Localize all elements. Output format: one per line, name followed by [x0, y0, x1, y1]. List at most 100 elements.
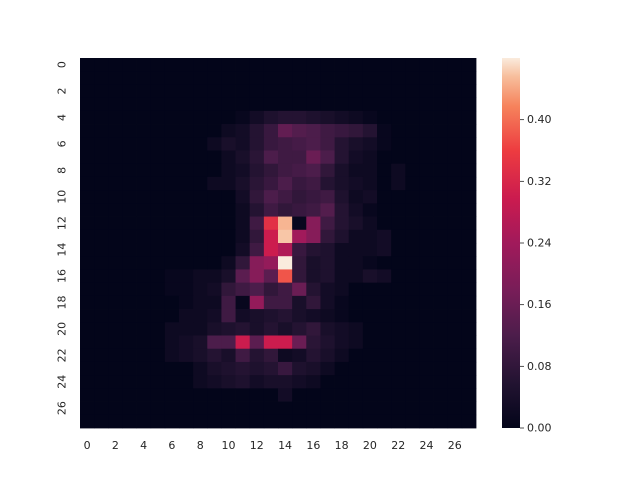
- heatmap-cell: [94, 375, 109, 389]
- heatmap-cell: [362, 110, 378, 125]
- heatmap-cell: [391, 71, 406, 85]
- heatmap-cell: [362, 335, 378, 350]
- heatmap-cell: [334, 124, 350, 138]
- heatmap-cell: [278, 414, 293, 429]
- y-tick-label: 0: [56, 61, 69, 68]
- heatmap-cell: [461, 137, 477, 151]
- heatmap-cell: [433, 84, 449, 99]
- heatmap-cell: [348, 58, 364, 72]
- heatmap-cell: [150, 309, 166, 323]
- heatmap-cell: [207, 269, 222, 284]
- heatmap-cell: [249, 348, 265, 363]
- heatmap-cell: [179, 243, 194, 257]
- heatmap-cell: [419, 176, 434, 191]
- heatmap-cell: [122, 216, 137, 231]
- heatmap-cell: [122, 282, 137, 297]
- heatmap-cell: [263, 282, 279, 297]
- heatmap-cell: [207, 163, 222, 178]
- heatmap-cell: [207, 335, 222, 350]
- heatmap-cell: [391, 309, 406, 323]
- heatmap-cell: [405, 401, 420, 416]
- heatmap-cell: [235, 58, 251, 72]
- heatmap-cell: [278, 150, 293, 165]
- heatmap-cell: [193, 124, 208, 138]
- heatmap-cell: [306, 163, 321, 178]
- heatmap-cell: [362, 58, 378, 72]
- heatmap-cell: [461, 58, 477, 72]
- heatmap-cell: [108, 414, 123, 429]
- heatmap-cell: [433, 71, 449, 85]
- heatmap-cell: [391, 335, 406, 350]
- heatmap-cell: [235, 375, 251, 389]
- heatmap-cell: [136, 150, 152, 165]
- heatmap-cell: [150, 71, 166, 85]
- heatmap-cell: [405, 388, 420, 402]
- heatmap-cell: [221, 414, 236, 429]
- heatmap-cell: [362, 401, 378, 416]
- heatmap-cell: [263, 137, 279, 151]
- x-tick-label: 12: [250, 439, 264, 452]
- heatmap-cell: [249, 282, 265, 297]
- heatmap-cell: [108, 110, 123, 125]
- heatmap-cell: [94, 229, 109, 244]
- heatmap-cell: [108, 216, 123, 231]
- heatmap-cell: [391, 375, 406, 389]
- heatmap-cell: [461, 282, 477, 297]
- heatmap-cell: [419, 71, 434, 85]
- heatmap-cell: [405, 150, 420, 165]
- heatmap-cell: [334, 229, 350, 244]
- heatmap-cell: [362, 375, 378, 389]
- heatmap-cell: [150, 190, 166, 204]
- heatmap-cell: [419, 335, 434, 350]
- heatmap-cell: [263, 150, 279, 165]
- heatmap-cell: [80, 150, 95, 165]
- heatmap-cell: [136, 216, 152, 231]
- heatmap-cell: [94, 295, 109, 310]
- heatmap-cell: [221, 256, 236, 270]
- heatmap-cell: [150, 335, 166, 350]
- heatmap-cell: [150, 124, 166, 138]
- heatmap-cell: [447, 203, 463, 217]
- heatmap-cell: [419, 295, 434, 310]
- y-tick-label: 4: [56, 114, 69, 121]
- heatmap-cell: [362, 124, 378, 138]
- heatmap-cell: [221, 322, 236, 336]
- heatmap-cell: [405, 309, 420, 323]
- heatmap-cell: [362, 295, 378, 310]
- heatmap-cell: [193, 190, 208, 204]
- heatmap-cell: [377, 243, 392, 257]
- heatmap-cell: [164, 137, 180, 151]
- heatmap-cell: [433, 348, 449, 363]
- heatmap-cell: [306, 388, 321, 402]
- heatmap-cell: [263, 203, 279, 217]
- x-tick-label: 2: [112, 439, 119, 452]
- heatmap-cell: [433, 388, 449, 402]
- heatmap-cell: [235, 84, 251, 99]
- heatmap-cell: [235, 348, 251, 363]
- heatmap-cell: [179, 150, 194, 165]
- heatmap-cell: [122, 163, 137, 178]
- heatmap-cell: [292, 97, 307, 112]
- heatmap-cell: [193, 176, 208, 191]
- heatmap-cell: [447, 243, 463, 257]
- heatmap-cell: [377, 361, 392, 376]
- heatmap-cell: [263, 388, 279, 402]
- heatmap-cell: [263, 229, 279, 244]
- heatmap-cell: [348, 150, 364, 165]
- heatmap-cell: [164, 110, 180, 125]
- heatmap-cell: [235, 322, 251, 336]
- heatmap-cell: [433, 229, 449, 244]
- heatmap-cell: [164, 256, 180, 270]
- heatmap-cell: [362, 176, 378, 191]
- heatmap-cell: [419, 110, 434, 125]
- heatmap-cell: [207, 322, 222, 336]
- heatmap-cell: [136, 335, 152, 350]
- heatmap-cell: [320, 309, 335, 323]
- heatmap-cell: [362, 282, 378, 297]
- heatmap-cell: [136, 84, 152, 99]
- heatmap-cell: [348, 71, 364, 85]
- heatmap-cell: [433, 256, 449, 270]
- heatmap-cell: [193, 256, 208, 270]
- heatmap-cell: [108, 322, 123, 336]
- heatmap-cell: [433, 269, 449, 284]
